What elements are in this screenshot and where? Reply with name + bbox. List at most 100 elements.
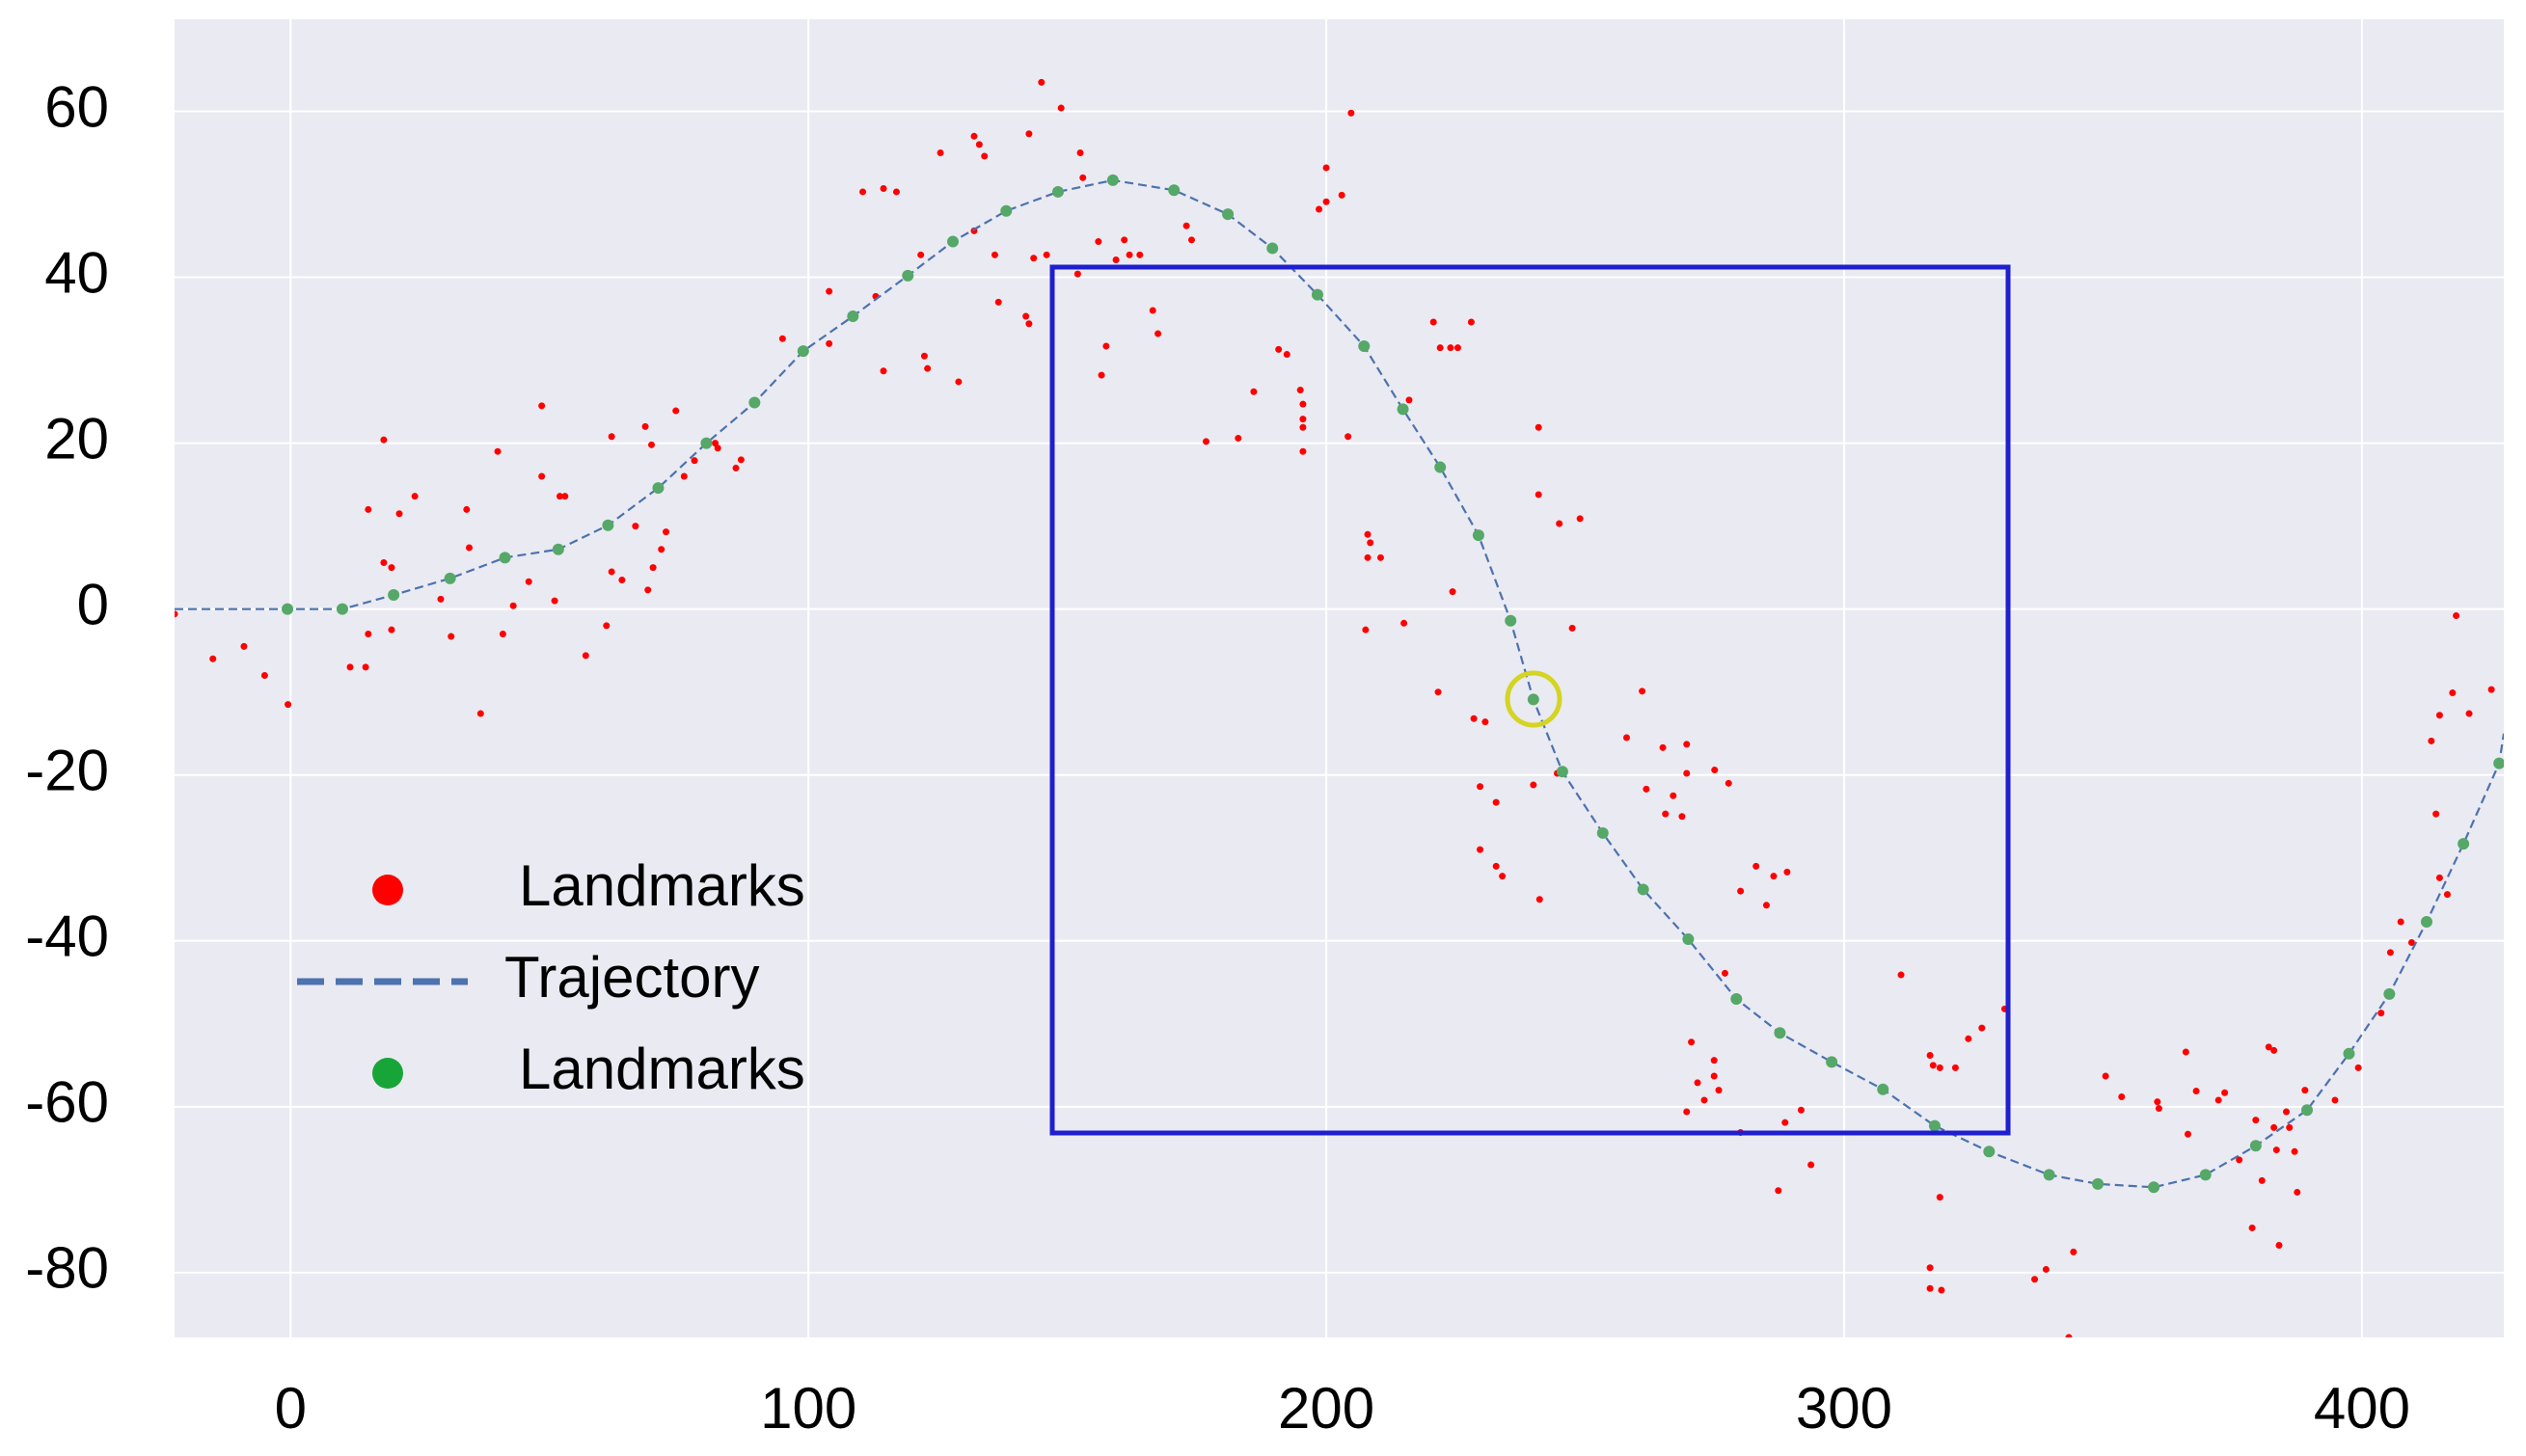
point [2182,1048,2189,1056]
point [1926,1264,1934,1272]
axes: 0 100 200 300 400 -80 -60 -40 -20 0 20 40 60 [25,74,2410,1441]
point [1556,520,1563,527]
point [1721,969,1728,977]
point [955,378,963,386]
point [1527,693,1539,706]
point [1535,896,1543,903]
point [1683,769,1691,777]
point [1596,826,1609,839]
point [1936,1064,1943,1071]
point [1492,862,1500,870]
point [1775,1187,1782,1195]
point [365,505,372,513]
point [1136,251,1144,258]
point [1737,887,1745,895]
point [1826,1056,1838,1068]
point [1730,993,1743,1006]
point [1098,371,1105,379]
point [1965,1035,1972,1042]
point [2487,686,2495,693]
point [499,552,511,564]
point [2252,1117,2260,1124]
point [917,251,925,258]
point [2383,987,2396,1000]
point [2449,689,2457,697]
point [748,396,761,409]
point [365,630,372,637]
point [778,335,786,342]
point [1762,902,1770,909]
point [1025,320,1033,328]
point [1797,1106,1805,1114]
point [1299,447,1307,455]
point [1637,883,1649,896]
highlight-circle [1505,670,1562,728]
point [2354,1064,2362,1071]
point [240,642,248,650]
point [444,572,456,584]
point [561,493,569,500]
point [1405,396,1413,404]
point [1362,626,1370,634]
point [1877,1083,1889,1095]
point [1643,785,1650,793]
point [2331,1096,2339,1104]
point [1472,529,1484,542]
point [448,633,455,640]
legend-label: Landmarks [519,1037,805,1101]
point [1149,307,1156,314]
point [2465,710,2473,717]
point [2118,1093,2126,1101]
point [970,132,978,140]
point [652,482,665,495]
plot-area [175,19,2504,1337]
point [1710,1072,1718,1080]
point [1436,344,1444,352]
point [1235,434,1242,442]
y-tick-label: -40 [25,904,109,969]
point [1659,743,1667,751]
point [209,655,217,662]
point [2435,712,2443,719]
point [1043,251,1050,258]
point [603,622,611,630]
point [2286,1123,2294,1131]
point [538,402,546,410]
point [1250,388,1258,395]
point [1576,515,1584,523]
point [1102,342,1110,350]
point [1505,614,1517,627]
point [618,577,626,584]
point [2397,918,2404,926]
point [647,441,655,448]
point [1364,553,1372,561]
point [1073,270,1081,278]
point [1710,1057,1718,1065]
point [1499,873,1507,880]
point [1928,1119,1941,1132]
point [437,595,445,603]
point [552,543,564,555]
point [346,663,354,671]
legend-marker [372,1058,403,1089]
point [2272,1146,2280,1154]
point [362,663,369,671]
point [2192,1087,2200,1094]
point [2214,1096,2222,1104]
point [1400,619,1408,627]
point [2301,1087,2309,1094]
point [1025,130,1033,138]
point [1694,1079,1701,1087]
point [2493,757,2504,769]
point [847,310,859,322]
point [1926,1284,1934,1292]
point [282,603,294,615]
marks [175,78,2504,1337]
point [285,701,292,709]
point [582,652,589,660]
point [981,152,989,160]
point [994,298,1002,306]
point [1535,491,1542,499]
point [1275,345,1283,353]
point [1470,715,1478,722]
